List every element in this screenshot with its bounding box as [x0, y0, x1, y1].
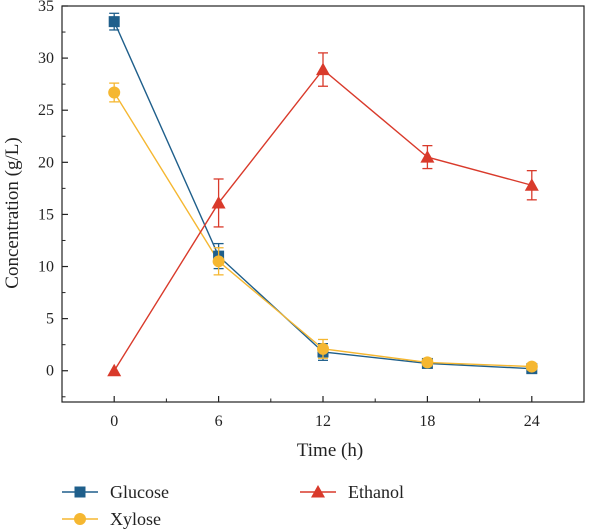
y-tick-label: 30 — [38, 50, 54, 67]
xylose-point — [421, 356, 434, 369]
y-tick-label: 10 — [38, 259, 54, 276]
x-axis-title: Time (h) — [297, 440, 363, 461]
x-tick-label: 24 — [524, 413, 540, 430]
x-tick-label: 0 — [110, 413, 118, 430]
x-tick-label: 12 — [315, 413, 331, 430]
xylose-point — [212, 255, 225, 268]
glucose-point — [108, 16, 120, 28]
y-axis-title: Concentration (g/L) — [2, 137, 23, 288]
ethanol-line — [113, 68, 532, 372]
ethanol-point — [107, 363, 122, 377]
legend-glucose-label: Glucose — [110, 482, 169, 502]
ethanol-point — [211, 195, 226, 209]
y-tick-label: 20 — [38, 154, 54, 171]
legend-glucose-marker — [74, 486, 86, 498]
ethanol-point — [524, 178, 539, 191]
y-tick-label: 0 — [46, 363, 54, 380]
xylose-line — [113, 92, 532, 368]
x-tick-label: 6 — [215, 413, 223, 430]
y-tick-label: 5 — [46, 311, 54, 328]
y-tick-label: 15 — [38, 206, 54, 223]
xylose-point — [525, 360, 538, 373]
legend-xylose-marker — [74, 513, 86, 525]
xylose-point — [317, 342, 329, 355]
legend-ethanol-label: Ethanol — [348, 482, 404, 502]
legend-ethanol-marker — [311, 485, 325, 498]
xylose-point — [108, 86, 121, 99]
ethanol-point — [420, 150, 435, 163]
legend-xylose-label: Xylose — [110, 509, 161, 529]
y-tick-label: 35 — [38, 0, 54, 15]
ethanol-point — [316, 62, 330, 76]
legend: Glucose Xylose Ethanol — [62, 482, 404, 529]
y-tick-label: 25 — [38, 102, 54, 119]
x-tick-label: 18 — [419, 413, 435, 430]
plot-area: 0 5 10 15 20 25 30 35 0 6 12 18 24 — [38, 0, 585, 430]
